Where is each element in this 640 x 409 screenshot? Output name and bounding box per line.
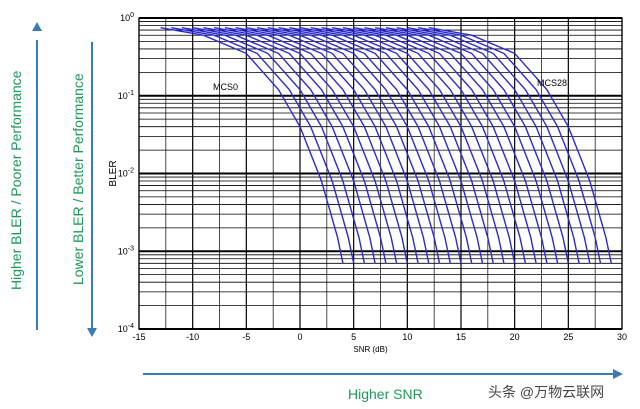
arrow-up-line: [36, 40, 38, 330]
y-tick-label: 10-4: [118, 323, 134, 334]
bler-curve: [160, 27, 344, 264]
x-tick-label: 20: [510, 332, 520, 342]
plot-frame: [138, 17, 623, 330]
arrow-down-icon: [87, 328, 97, 337]
bler-curve: [203, 27, 387, 264]
x-tick-label: -10: [186, 332, 199, 342]
bler-curve: [374, 27, 559, 264]
bler-curve: [171, 27, 355, 264]
bler-curve: [310, 27, 494, 264]
x-tick-label: 0: [297, 332, 302, 342]
y-tick-label: 10-2: [118, 168, 134, 179]
watermark: 头条 @万物云联网: [488, 384, 605, 400]
arrow-right-icon: [613, 369, 623, 379]
bler-curve: [428, 27, 612, 264]
bler-curve: [332, 27, 516, 264]
x-axis-title: SNR (dB): [353, 345, 388, 354]
x-tick-label: 5: [351, 332, 356, 342]
x-tick-label: 25: [563, 332, 573, 342]
bler-curve: [396, 27, 580, 264]
bler-curve: [299, 27, 484, 264]
higher-snr-label: Higher SNR: [348, 386, 423, 402]
bler-vs-snr-chart: -15 -10 -5 0 5 10 15 20 25 30 100 10-1 10-2 10-3 10-4 S…: [108, 12, 627, 354]
arrow-down-line: [91, 42, 93, 332]
annotation-mcs28: MCS28: [537, 78, 567, 88]
y-tick-label: 10-1: [118, 90, 134, 101]
bler-curve: [246, 27, 430, 264]
y-axis-title: BLER: [108, 160, 119, 186]
x-tick-label: -5: [242, 332, 250, 342]
bler-curve: [353, 27, 537, 264]
y-tick-label: 10-3: [118, 245, 134, 256]
bler-curve: [278, 27, 462, 264]
annotation-mcs0: MCS0: [213, 82, 238, 92]
x-tick-label: 30: [617, 332, 627, 342]
bler-curve: [213, 27, 398, 264]
bler-curve: [342, 27, 527, 264]
bler-curve: [181, 27, 366, 264]
bler-curve: [267, 27, 451, 264]
bler-curve: [256, 27, 441, 264]
bler-curve: [321, 27, 505, 264]
arrow-right-line: [143, 373, 615, 375]
bler-curve: [224, 27, 408, 264]
bler-curve: [417, 27, 602, 264]
arrow-up-icon: [32, 22, 42, 31]
x-tick-label: 15: [456, 332, 466, 342]
x-tick-label: 10: [402, 332, 412, 342]
bler-curve: [192, 27, 376, 264]
x-tick-label: -15: [132, 332, 145, 342]
bler-curve: [235, 27, 419, 264]
bler-curve: [385, 27, 569, 264]
y-tick-label: 100: [120, 12, 134, 23]
bler-curve: [407, 27, 591, 264]
bler-curve: [364, 27, 548, 264]
bler-curve: [289, 27, 473, 264]
